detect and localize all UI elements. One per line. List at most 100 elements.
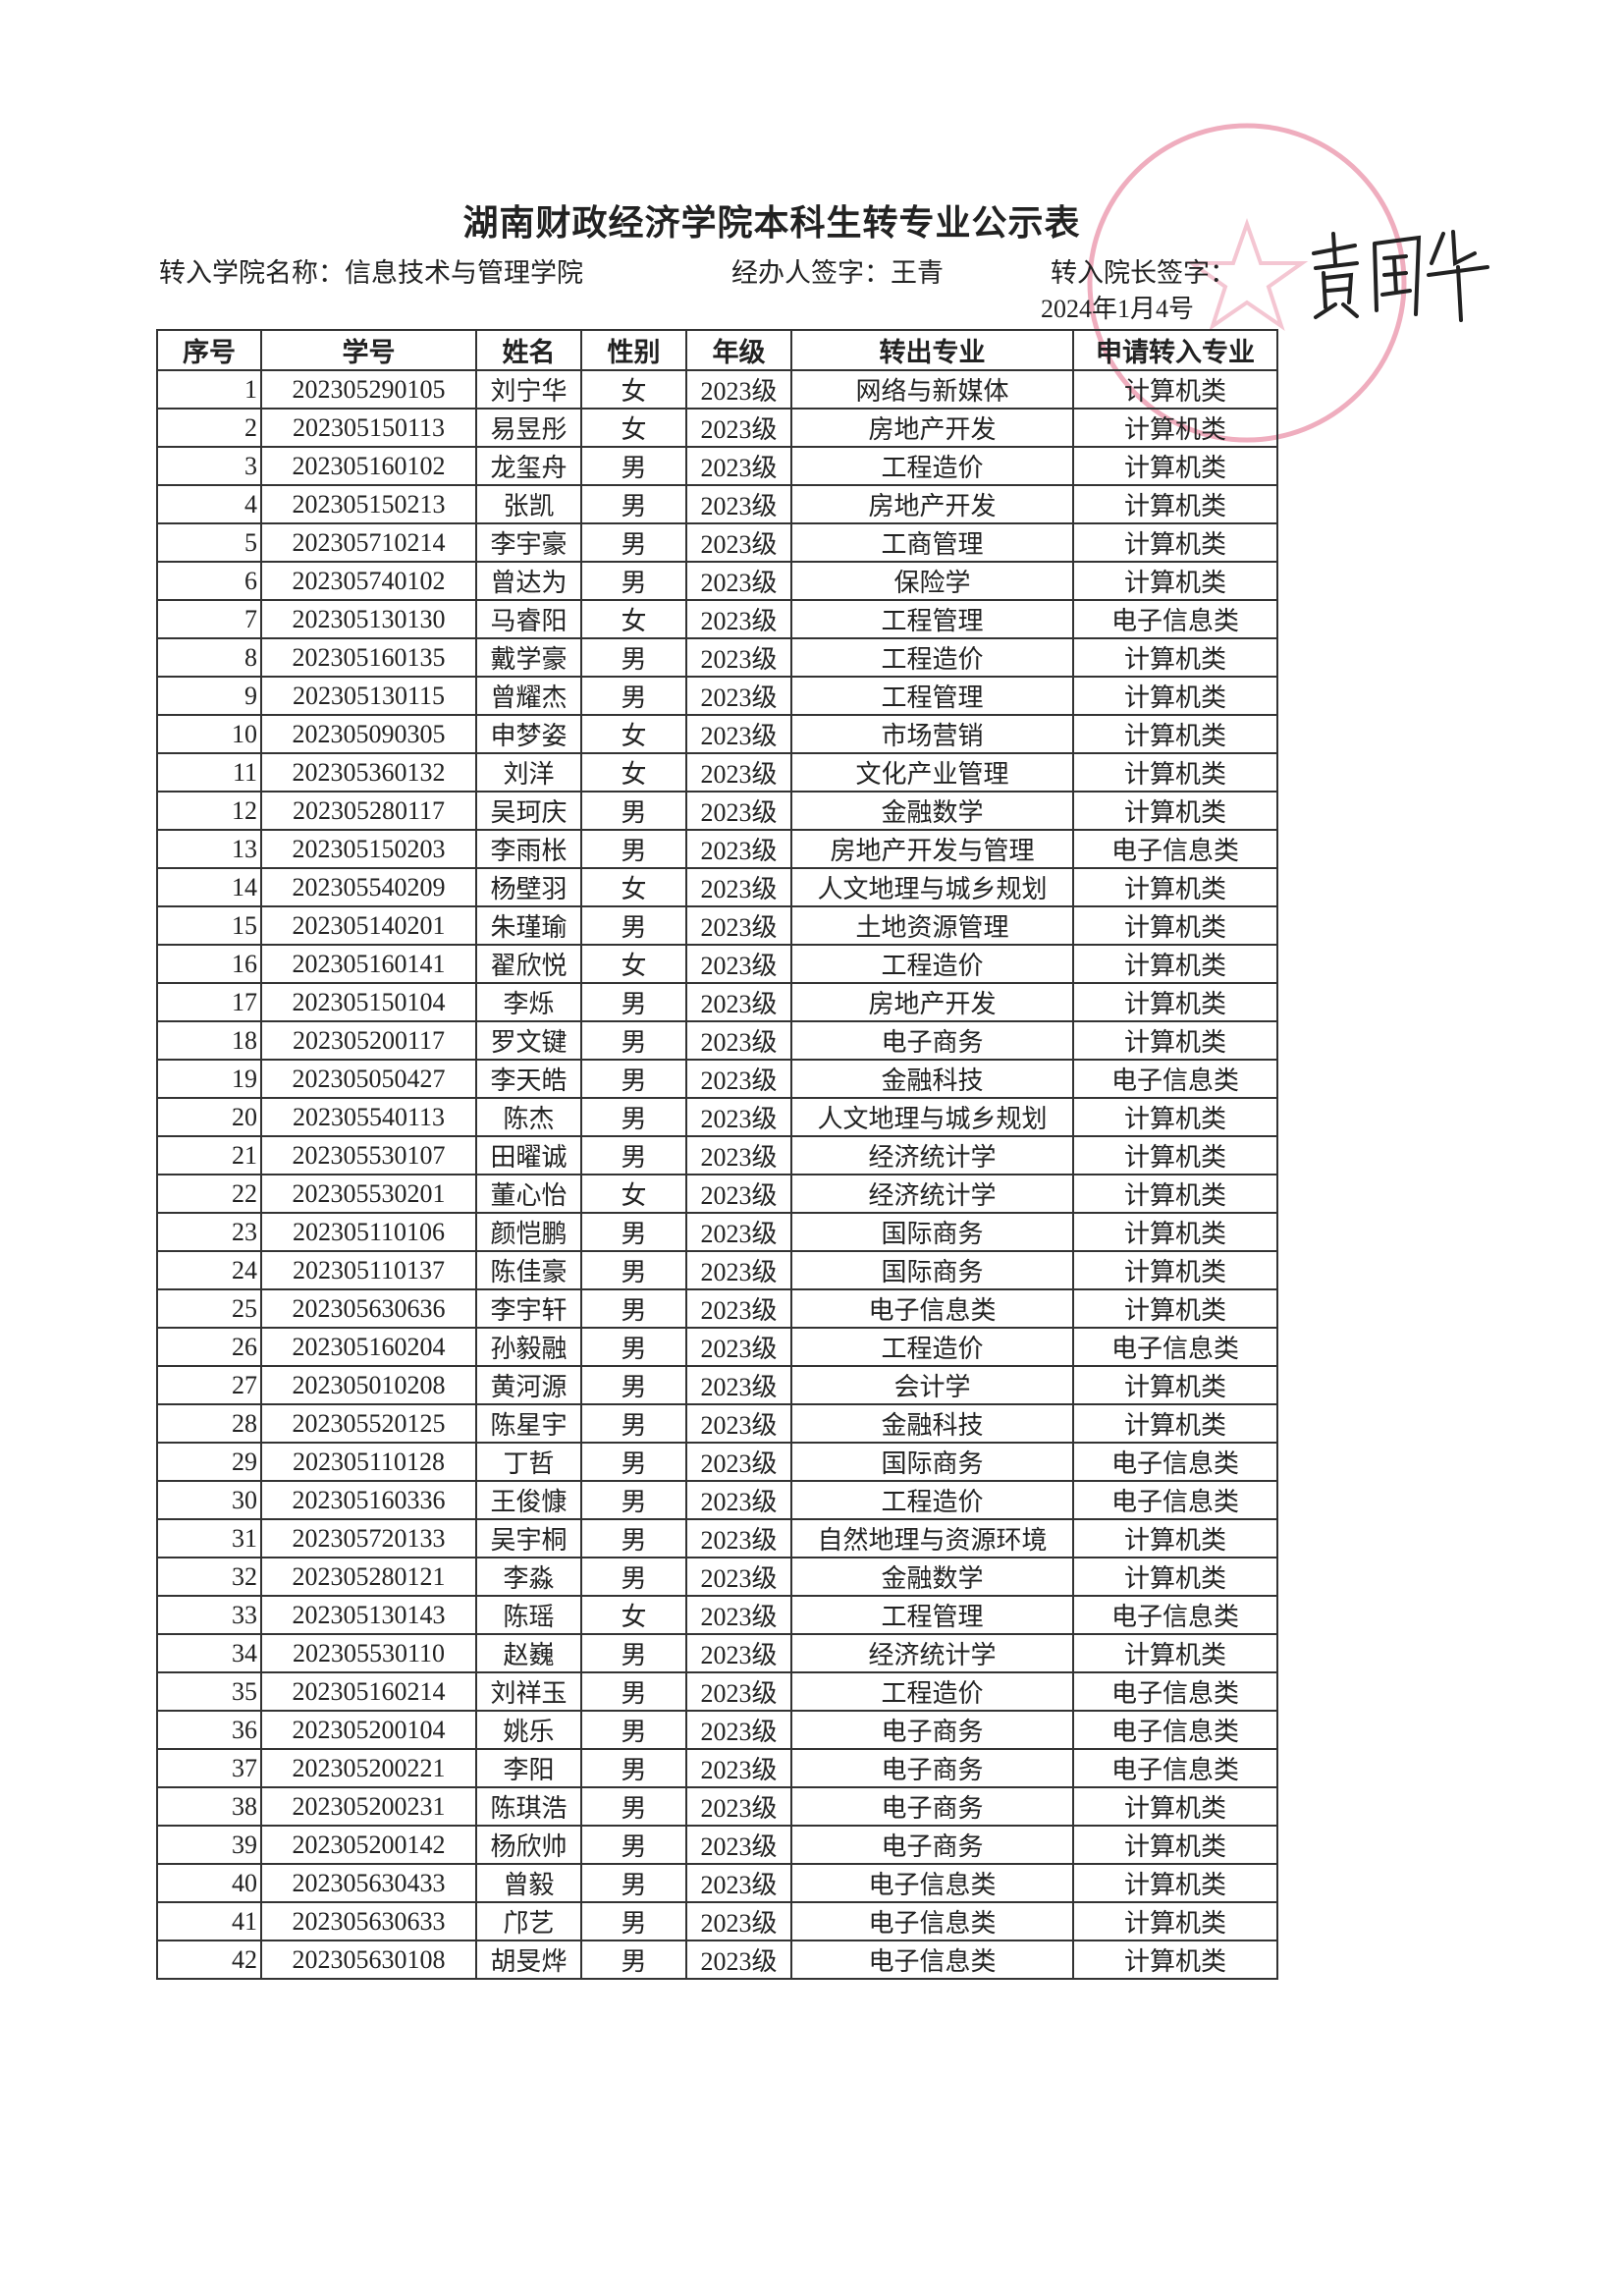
col-gender: 男 xyxy=(580,1825,687,1865)
col-student-id: 202305200117 xyxy=(260,1020,477,1061)
col-to-major: 电子信息类 xyxy=(1072,1059,1278,1099)
col-to-major: 计算机类 xyxy=(1072,1097,1278,1137)
col-from-major: 工程造价 xyxy=(790,637,1074,678)
col-gender: 男 xyxy=(580,1633,687,1673)
col-from-major: 工程管理 xyxy=(790,676,1074,716)
col-gender: 男 xyxy=(580,1863,687,1903)
col-gender: 男 xyxy=(580,1786,687,1827)
table-row: 16 202305160141 翟欣悦女 2023级 工程造价 计算机类 xyxy=(156,944,1278,984)
col-student-id: 202305050427 xyxy=(260,1059,477,1099)
col-to-major: 计算机类 xyxy=(1072,637,1278,678)
table-row: 14 202305540209 杨壁羽女 2023级 人文地理与城乡规划 计算机类 xyxy=(156,867,1278,907)
col-student-id: 202305630636 xyxy=(260,1288,477,1329)
table-row: 35 202305160214 刘祥玉男 2023级 工程造价 电子信息类 xyxy=(156,1671,1278,1712)
col-index: 39 xyxy=(156,1825,262,1865)
col-name: 李宇轩 xyxy=(475,1288,582,1329)
col-student-id-header: 学号 xyxy=(260,329,477,371)
col-student-id: 202305110106 xyxy=(260,1212,477,1252)
col-from-major: 金融科技 xyxy=(790,1403,1074,1444)
col-gender: 女 xyxy=(580,714,687,754)
col-gender: 女 xyxy=(580,944,687,984)
col-to-major: 计算机类 xyxy=(1072,1786,1278,1827)
col-to-major: 计算机类 xyxy=(1072,561,1278,601)
col-student-id: 202305200142 xyxy=(260,1825,477,1865)
handler-label: 经办人签字：王青 xyxy=(731,258,944,288)
col-index: 8 xyxy=(156,637,262,678)
col-grade: 2023级 xyxy=(685,1940,792,1980)
col-from-major: 电子信息类 xyxy=(790,1288,1074,1329)
col-grade: 2023级 xyxy=(685,637,792,678)
col-name: 朱瑾瑜 xyxy=(475,905,582,946)
col-to-major: 计算机类 xyxy=(1072,1518,1278,1558)
table-header: 序号 学号 姓名 性别 年级 转出专业 申请转入专业 xyxy=(156,329,1278,371)
col-index: 34 xyxy=(156,1633,262,1673)
col-gender: 男 xyxy=(580,484,687,524)
col-name: 曾耀杰 xyxy=(475,676,582,716)
col-student-id: 202305160204 xyxy=(260,1327,477,1367)
col-index: 37 xyxy=(156,1748,262,1788)
col-name: 李烁 xyxy=(475,982,582,1022)
col-index-header: 序号 xyxy=(156,329,262,371)
col-grade: 2023级 xyxy=(685,1059,792,1099)
col-grade: 2023级 xyxy=(685,1365,792,1405)
col-name: 申梦姿 xyxy=(475,714,582,754)
col-gender: 男 xyxy=(580,522,687,563)
col-gender: 男 xyxy=(580,1940,687,1980)
col-to-major: 计算机类 xyxy=(1072,446,1278,486)
col-from-major: 房地产开发与管理 xyxy=(790,829,1074,869)
col-gender: 女 xyxy=(580,1174,687,1214)
table-row: 40 202305630433 曾毅男 2023级 电子信息类 计算机类 xyxy=(156,1863,1278,1903)
col-index: 10 xyxy=(156,714,262,754)
col-from-major: 工程造价 xyxy=(790,1480,1074,1520)
table-row: 3 202305160102 龙玺舟男 2023级 工程造价 计算机类 xyxy=(156,446,1278,486)
col-grade: 2023级 xyxy=(685,1174,792,1214)
table-row: 36 202305200104 姚乐男 2023级 电子商务 电子信息类 xyxy=(156,1710,1278,1750)
col-grade: 2023级 xyxy=(685,1097,792,1137)
col-name: 李雨枨 xyxy=(475,829,582,869)
col-to-major-header: 申请转入专业 xyxy=(1072,329,1278,371)
col-gender: 男 xyxy=(580,1442,687,1482)
col-name-header: 姓名 xyxy=(475,329,582,371)
col-gender: 男 xyxy=(580,676,687,716)
col-to-major: 电子信息类 xyxy=(1072,1710,1278,1750)
table-row: 8 202305160135 戴学豪男 2023级 工程造价 计算机类 xyxy=(156,637,1278,678)
col-gender: 男 xyxy=(580,637,687,678)
col-grade: 2023级 xyxy=(685,1327,792,1367)
col-to-major: 电子信息类 xyxy=(1072,1480,1278,1520)
col-student-id: 202305290105 xyxy=(260,369,477,410)
col-to-major: 电子信息类 xyxy=(1072,599,1278,639)
col-gender: 男 xyxy=(580,446,687,486)
col-index: 6 xyxy=(156,561,262,601)
col-student-id: 202305280121 xyxy=(260,1557,477,1597)
col-grade: 2023级 xyxy=(685,484,792,524)
col-from-major: 文化产业管理 xyxy=(790,752,1074,793)
col-grade: 2023级 xyxy=(685,1901,792,1941)
col-from-major: 保险学 xyxy=(790,561,1074,601)
col-to-major: 计算机类 xyxy=(1072,1135,1278,1175)
col-name: 孙毅融 xyxy=(475,1327,582,1367)
col-grade: 2023级 xyxy=(685,867,792,907)
col-from-major: 电子信息类 xyxy=(790,1901,1074,1941)
table-row: 34 202305530110 赵巍男 2023级 经济统计学 计算机类 xyxy=(156,1633,1278,1673)
col-from-major-header: 转出专业 xyxy=(790,329,1074,371)
col-from-major: 自然地理与资源环境 xyxy=(790,1518,1074,1558)
col-student-id: 202305160214 xyxy=(260,1671,477,1712)
col-to-major: 计算机类 xyxy=(1072,1557,1278,1597)
table-row: 26 202305160204 孙毅融男 2023级 工程造价 电子信息类 xyxy=(156,1327,1278,1367)
col-grade: 2023级 xyxy=(685,829,792,869)
col-gender: 男 xyxy=(580,1480,687,1520)
table-row: 38 202305200231 陈琪浩男 2023级 电子商务 计算机类 xyxy=(156,1786,1278,1827)
col-gender: 男 xyxy=(580,1748,687,1788)
col-name: 戴学豪 xyxy=(475,637,582,678)
col-index: 9 xyxy=(156,676,262,716)
table-row: 5 202305710214 李宇豪男 2023级 工商管理 计算机类 xyxy=(156,522,1278,563)
col-index: 22 xyxy=(156,1174,262,1214)
col-index: 25 xyxy=(156,1288,262,1329)
col-grade: 2023级 xyxy=(685,1710,792,1750)
col-to-major: 计算机类 xyxy=(1072,1403,1278,1444)
col-gender-header: 性别 xyxy=(580,329,687,371)
col-name: 吴宇桐 xyxy=(475,1518,582,1558)
table-row: 25 202305630636 李宇轩男 2023级 电子信息类 计算机类 xyxy=(156,1288,1278,1329)
col-gender: 男 xyxy=(580,791,687,831)
col-from-major: 金融数学 xyxy=(790,1557,1074,1597)
